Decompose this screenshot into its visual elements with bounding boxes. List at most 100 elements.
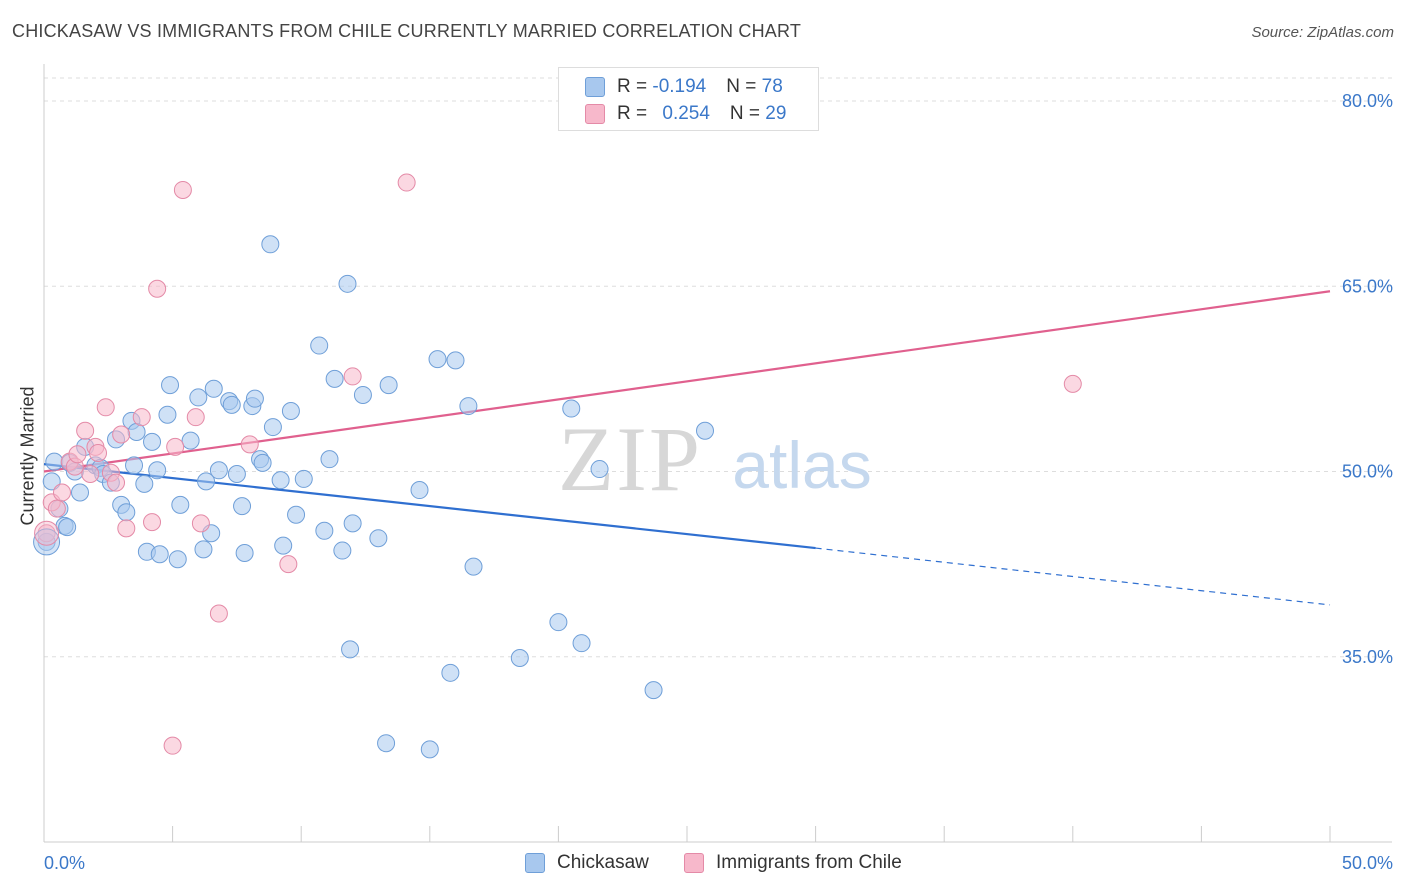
data-point-chile [117,519,136,538]
data-point-chickasaw [227,464,246,483]
data-point-chickasaw [45,452,64,471]
y-tick-label: 80.0% [1342,91,1393,111]
watermark: ZIP atlas [558,408,872,510]
r-value: -0.194 [652,76,707,97]
axes [43,64,1392,843]
data-point-chickasaw [148,461,167,480]
data-point-chickasaw [294,469,313,488]
data-point-chickasaw [263,418,282,437]
y-tick-labels: 35.0% 50.0% 65.0% 80.0% [1342,91,1393,667]
data-point-chickasaw [333,541,352,560]
data-point-chile [96,398,115,417]
data-point-chile [112,425,131,444]
data-point-chile [240,435,259,454]
data-points [33,173,1082,759]
data-point-chickasaw [150,545,169,564]
data-point-chickasaw [158,405,177,424]
data-point-chickasaw [194,540,213,559]
data-point-chickasaw [420,740,439,759]
data-point-chickasaw [343,514,362,533]
trend-line-chickasaw [43,463,816,550]
stats-legend: R = -0.194 N = 78 R = 0.254 N = 29 [558,67,819,131]
data-point-chile [397,173,416,192]
n-value: 78 [761,76,783,97]
y-tick-label: 65.0% [1342,276,1393,296]
data-point-chile [53,483,72,502]
data-point-chickasaw [274,536,293,555]
data-point-chile [343,367,362,386]
y-axis-label: Currently Married [17,386,38,526]
r-value: 0.254 [662,103,710,124]
data-point-chickasaw [428,350,447,369]
trend-line-chile [43,290,1331,473]
gridlines [44,77,1392,658]
data-point-chickasaw [510,648,529,667]
data-point-chickasaw [125,456,144,475]
data-point-chickasaw [204,379,223,398]
n-label: N = [729,103,766,124]
data-point-chickasaw [325,369,344,388]
data-point-chickasaw [341,640,360,659]
data-point-chickasaw [253,453,272,472]
data-point-chickasaw [281,402,300,421]
x-tick-label: 50.0% [1342,853,1393,873]
data-point-chile [191,514,210,533]
r-label: R = [617,103,653,124]
data-point-chile [148,279,167,298]
data-point-chickasaw [233,497,252,516]
data-point-chile [209,604,228,623]
data-point-chickasaw [209,461,228,480]
data-point-chickasaw [644,681,663,700]
data-point-chile [279,555,298,574]
legend-swatch-pink [585,104,605,124]
data-point-chile [132,408,151,427]
data-point-chickasaw [42,472,61,491]
r-label: R = [617,76,653,97]
data-point-chickasaw [181,431,200,450]
y-tick-label: 35.0% [1342,647,1393,667]
data-point-chickasaw [58,518,77,537]
data-point-chickasaw [572,634,591,653]
data-point-chickasaw [696,421,715,440]
trend-lines [43,290,1331,606]
data-point-chickasaw [446,351,465,370]
data-point-chickasaw [261,235,280,254]
data-point-chickasaw [117,503,136,522]
data-point-chickasaw [171,495,190,514]
data-point-chickasaw [245,389,264,408]
data-point-chickasaw [197,472,216,491]
data-point-chile [166,437,185,456]
x-tick-label: 0.0% [44,853,85,873]
data-point-chickasaw [549,613,568,632]
data-point-chickasaw [161,376,180,395]
data-point-chickasaw [315,521,334,540]
data-point-chickasaw [189,388,208,407]
data-point-chickasaw [562,399,581,418]
data-point-chile [143,513,162,532]
x-tick-labels: 0.0% 50.0% [44,853,1393,873]
data-point-chickasaw [464,557,483,576]
data-point-chile [186,408,205,427]
data-point-chickasaw [310,336,329,355]
data-point-chickasaw [222,395,241,414]
watermark-zip: ZIP [558,408,702,510]
data-point-chile [68,445,87,464]
data-point-chile [34,520,60,546]
data-point-chickasaw [320,450,339,469]
n-label: N = [726,76,762,97]
data-point-chickasaw [235,544,254,563]
bottom-legend-swatch-pink [684,853,704,873]
bottom-legend-swatch-blue [525,853,545,873]
data-point-chile [89,444,108,462]
data-point-chickasaw [168,550,187,569]
trend-line-chickasaw-extension [815,547,1331,606]
data-point-chickasaw [353,385,372,404]
data-point-chickasaw [377,734,396,753]
data-point-chickasaw [590,460,609,479]
bottom-legend-label: Chickasaw [557,852,649,873]
data-point-chickasaw [459,397,478,416]
data-point-chickasaw [379,376,398,395]
data-point-chile [81,464,100,483]
n-value: 29 [765,103,787,124]
